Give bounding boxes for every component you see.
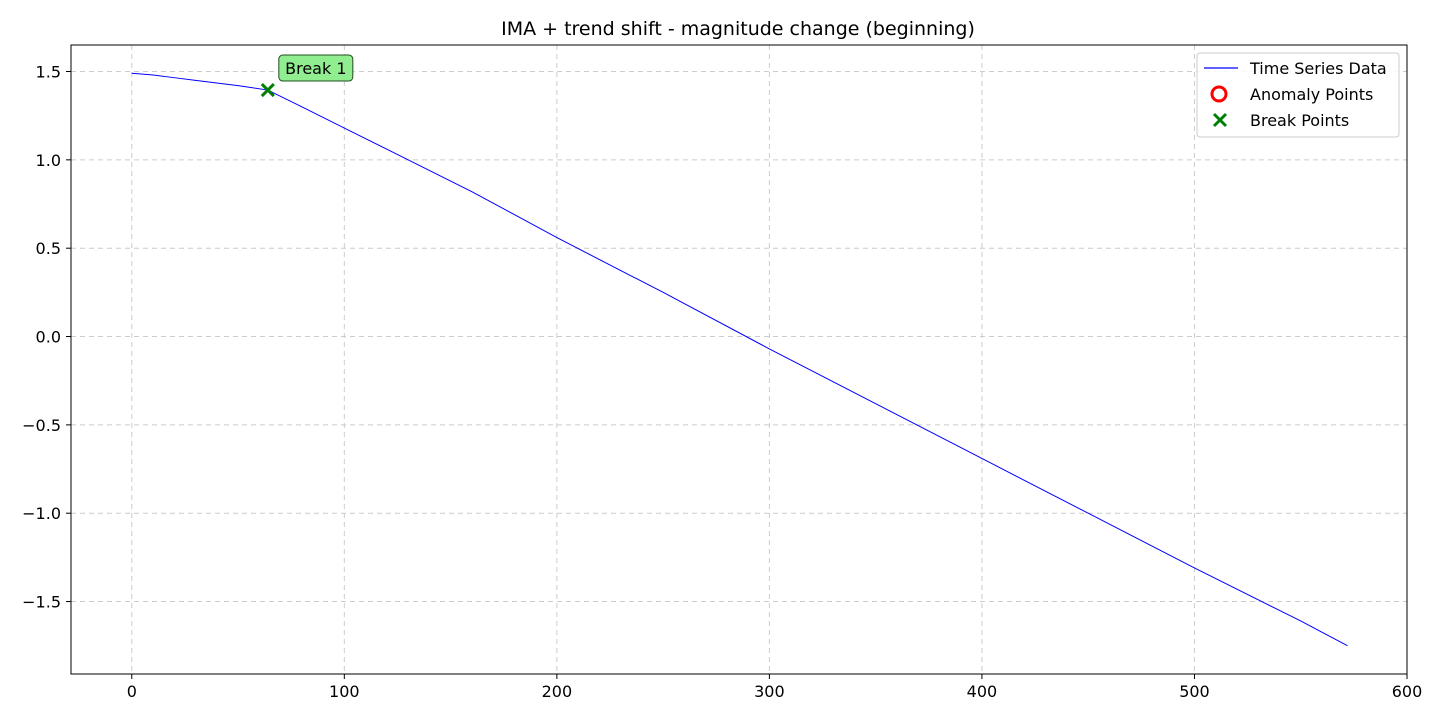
x-tick-label: 600: [1392, 682, 1423, 701]
x-tick-label: 300: [754, 682, 785, 701]
axes: 0 100 200 300 400 500 600 1.5 1.0 0.5 0.0 −0.5 −1.0 −…: [22, 44, 1423, 701]
legend-label: Time Series Data: [1249, 59, 1387, 78]
y-tick-label: 0.5: [36, 239, 61, 258]
x-tick-label: 400: [967, 682, 998, 701]
series-layer: [131, 72, 1348, 647]
legend-label: Break Points: [1250, 111, 1349, 130]
grid: [71, 45, 1407, 674]
marker-layer: Break 1: [260, 54, 354, 98]
y-tick-label: −0.5: [22, 416, 61, 435]
break-annotation-label: Break 1: [285, 59, 346, 78]
legend-item: Anomaly Points: [1210, 85, 1373, 104]
plot-frame: [70, 44, 1408, 675]
y-tick-label: 1.5: [36, 63, 61, 82]
x-tick-label: 100: [329, 682, 360, 701]
legend-item: Break Points: [1212, 111, 1349, 130]
y-tick-label: 1.0: [36, 151, 61, 170]
x-tick-label: 0: [127, 682, 137, 701]
break-annotation: Break 1: [278, 54, 354, 82]
y-tick-label: −1.0: [22, 504, 61, 523]
legend-box: [1196, 52, 1400, 138]
y-tick-label: 0.0: [36, 328, 61, 347]
chart-title: IMA + trend shift - magnitude change (be…: [501, 18, 975, 40]
legend: Time Series Data Anomaly Points Break Poin…: [1196, 52, 1400, 138]
x-tick-label: 200: [542, 682, 573, 701]
legend-label: Anomaly Points: [1250, 85, 1373, 104]
legend-item: Time Series Data: [1204, 59, 1387, 78]
break-marker-stroke: [260, 82, 275, 98]
x-tick-label: 500: [1179, 682, 1210, 701]
legend-x-swatch: [1212, 112, 1228, 128]
y-tick-label: −1.5: [22, 593, 61, 612]
legend-circle-swatch: [1210, 85, 1228, 103]
series-line: [131, 72, 1348, 647]
break-annotation-box: [278, 54, 354, 82]
break-point-marker: [260, 82, 275, 98]
